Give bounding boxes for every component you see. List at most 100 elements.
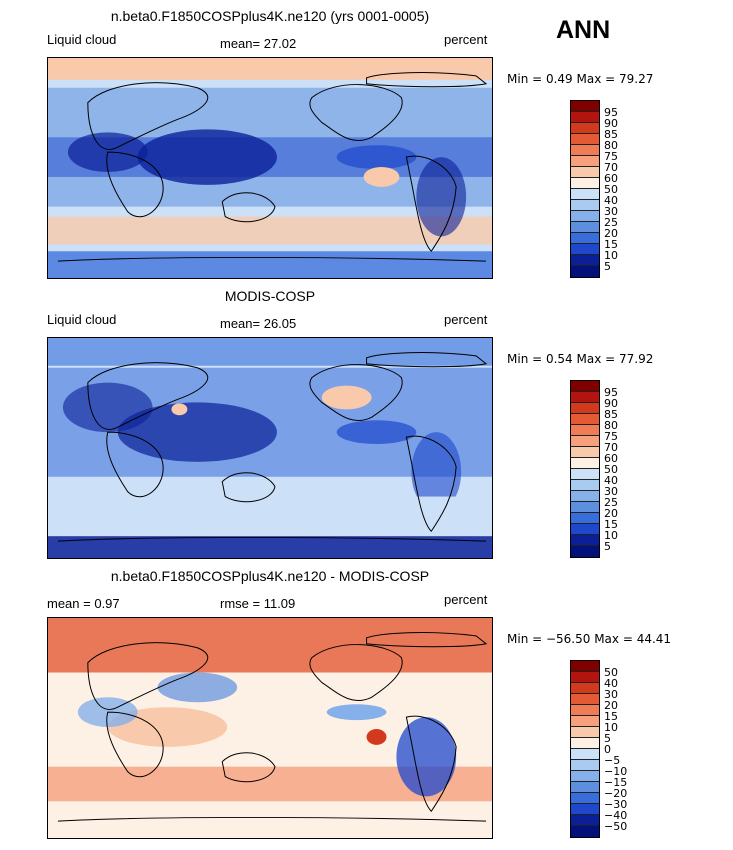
colorbar-label: 30 bbox=[604, 205, 618, 218]
panel3-mean-label: mean = 0.97 bbox=[47, 596, 120, 611]
colorbar-swatch bbox=[571, 491, 599, 502]
colorbar-swatch bbox=[571, 425, 599, 436]
colorbar-swatch bbox=[571, 145, 599, 156]
panel1-map-svg bbox=[48, 58, 492, 278]
colorbar-swatch bbox=[571, 392, 599, 403]
panel3-min-max: Min = −56.50 Max = 44.41 bbox=[507, 632, 672, 646]
colorbar-label: 75 bbox=[604, 430, 618, 443]
colorbar-label: 5 bbox=[604, 260, 611, 273]
panel1-min-max: Min = 0.49 Max = 79.27 bbox=[507, 72, 654, 86]
colorbar-label: −5 bbox=[604, 754, 621, 767]
panel2-colorbar bbox=[570, 380, 600, 558]
colorbar-label: 10 bbox=[604, 249, 618, 262]
colorbar-swatch bbox=[571, 683, 599, 694]
colorbar-label: −50 bbox=[604, 820, 628, 833]
colorbar-swatch bbox=[571, 436, 599, 447]
panel2-map bbox=[47, 337, 493, 559]
colorbar-label: 70 bbox=[604, 441, 618, 454]
colorbar-swatch bbox=[571, 211, 599, 222]
colorbar-swatch bbox=[571, 727, 599, 738]
colorbar-swatch bbox=[571, 502, 599, 513]
panel3-units-label: percent bbox=[444, 592, 488, 607]
colorbar-label: 40 bbox=[604, 677, 618, 690]
colorbar-swatch bbox=[571, 458, 599, 469]
colorbar-swatch bbox=[571, 123, 599, 134]
colorbar-swatch bbox=[571, 266, 599, 277]
colorbar-label: −40 bbox=[604, 809, 628, 822]
colorbar-swatch bbox=[571, 771, 599, 782]
colorbar-swatch bbox=[571, 244, 599, 255]
colorbar-swatch bbox=[571, 134, 599, 145]
colorbar-swatch bbox=[571, 178, 599, 189]
panel2-units-label: percent bbox=[444, 312, 488, 327]
colorbar-label: 25 bbox=[604, 216, 618, 229]
colorbar-swatch bbox=[571, 705, 599, 716]
colorbar-label: 85 bbox=[604, 408, 618, 421]
colorbar-label: 60 bbox=[604, 172, 618, 185]
colorbar-label: −10 bbox=[604, 765, 628, 778]
colorbar-label: 10 bbox=[604, 529, 618, 542]
panel3-map-svg bbox=[48, 618, 492, 838]
colorbar-swatch bbox=[571, 546, 599, 557]
colorbar-label: 50 bbox=[604, 183, 618, 196]
colorbar-swatch bbox=[571, 447, 599, 458]
colorbar-swatch bbox=[571, 661, 599, 672]
colorbar-label: 70 bbox=[604, 161, 618, 174]
colorbar-label: 5 bbox=[604, 732, 611, 745]
colorbar-swatch bbox=[571, 826, 599, 837]
panel3-title: n.beta0.F1850COSPplus4K.ne120 - MODIS-CO… bbox=[110, 568, 430, 584]
panel3-colorbar bbox=[570, 660, 600, 838]
colorbar-label: 80 bbox=[604, 139, 618, 152]
colorbar-label: −30 bbox=[604, 798, 628, 811]
colorbar-swatch bbox=[571, 694, 599, 705]
colorbar-swatch bbox=[571, 815, 599, 826]
colorbar-swatch bbox=[571, 233, 599, 244]
colorbar-swatch bbox=[571, 513, 599, 524]
panel2-mean-label: mean= 26.05 bbox=[220, 316, 297, 331]
colorbar-label: 40 bbox=[604, 194, 618, 207]
colorbar-label: 90 bbox=[604, 117, 618, 130]
colorbar-swatch bbox=[571, 760, 599, 771]
panel3-rmse-label: rmse = 11.09 bbox=[220, 596, 296, 611]
colorbar-swatch bbox=[571, 414, 599, 425]
colorbar-label: 15 bbox=[604, 518, 618, 531]
colorbar-swatch bbox=[571, 738, 599, 749]
colorbar-swatch bbox=[571, 112, 599, 123]
colorbar-label: 30 bbox=[604, 688, 618, 701]
panel1-units-label: percent bbox=[444, 32, 488, 47]
colorbar-swatch bbox=[571, 222, 599, 233]
colorbar-swatch bbox=[571, 156, 599, 167]
colorbar-label: −20 bbox=[604, 787, 628, 800]
colorbar-label: 20 bbox=[604, 699, 618, 712]
colorbar-label: 20 bbox=[604, 507, 618, 520]
colorbar-swatch bbox=[571, 524, 599, 535]
panel2-title: MODIS-COSP bbox=[224, 288, 316, 304]
colorbar-label: 50 bbox=[604, 666, 618, 679]
colorbar-label: 20 bbox=[604, 227, 618, 240]
colorbar-swatch bbox=[571, 200, 599, 211]
colorbar-label: 5 bbox=[604, 540, 611, 553]
panel2-min-max: Min = 0.54 Max = 77.92 bbox=[507, 352, 654, 366]
colorbar-label: 25 bbox=[604, 496, 618, 509]
colorbar-label: 50 bbox=[604, 463, 618, 476]
colorbar-swatch bbox=[571, 403, 599, 414]
panel2-variable-label: Liquid cloud bbox=[47, 312, 117, 327]
colorbar-label: 40 bbox=[604, 474, 618, 487]
colorbar-swatch bbox=[571, 782, 599, 793]
colorbar-label: 95 bbox=[604, 106, 618, 119]
colorbar-swatch bbox=[571, 793, 599, 804]
colorbar-swatch bbox=[571, 716, 599, 727]
colorbar-label: 80 bbox=[604, 419, 618, 432]
colorbar-label: 60 bbox=[604, 452, 618, 465]
panel2-map-svg bbox=[48, 338, 492, 558]
colorbar-swatch bbox=[571, 535, 599, 546]
colorbar-swatch bbox=[571, 480, 599, 491]
colorbar-swatch bbox=[571, 167, 599, 178]
colorbar-swatch bbox=[571, 804, 599, 815]
season-label: ANN bbox=[556, 16, 611, 44]
colorbar-swatch bbox=[571, 672, 599, 683]
colorbar-label: 85 bbox=[604, 128, 618, 141]
colorbar-label: 75 bbox=[604, 150, 618, 163]
colorbar-label: 30 bbox=[604, 485, 618, 498]
colorbar-label: 10 bbox=[604, 721, 618, 734]
